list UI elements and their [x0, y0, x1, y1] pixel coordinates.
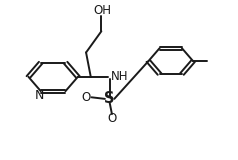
Text: N: N [35, 89, 44, 102]
Text: O: O [107, 112, 117, 125]
Text: O: O [81, 91, 91, 104]
Text: OH: OH [94, 4, 112, 17]
Text: S: S [104, 91, 115, 106]
Text: NH: NH [111, 70, 128, 83]
